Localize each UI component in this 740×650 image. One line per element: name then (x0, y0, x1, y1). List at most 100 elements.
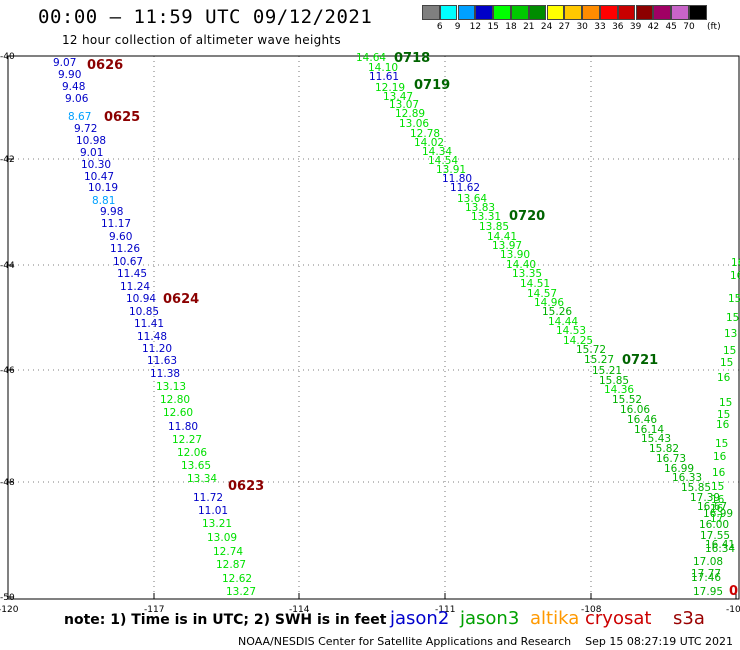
swh-value: 14.51 (520, 278, 550, 290)
swh-value: 16.46 (627, 414, 657, 426)
color-swatch-21 (528, 5, 547, 20)
lon-label: -105 (726, 605, 740, 615)
swh-value: 11.80 (442, 173, 472, 185)
swh-value: 17.39 (690, 492, 720, 504)
color-swatch-15 (493, 5, 511, 20)
swh-value: 16.73 (656, 453, 686, 465)
swh-value: 14.57 (527, 288, 557, 300)
lon-label: -111 (435, 605, 455, 615)
color-swatch-42 (653, 5, 671, 20)
lat-label: -46 (0, 366, 15, 376)
swh-value: 14.53 (556, 325, 586, 337)
swh-value-clipped: 16 (711, 494, 725, 506)
swh-value-clipped: 15 (728, 293, 740, 305)
swh-value: 15.26 (542, 306, 572, 318)
track-edge: 1616151513151516151516151616151616170 (710, 257, 740, 599)
swh-value: 14.25 (563, 335, 593, 347)
map-frame (7, 55, 740, 600)
color-scale-label: 36 (612, 22, 624, 32)
swh-value: 16.00 (699, 519, 729, 531)
swh-value: 9.90 (58, 69, 81, 81)
color-scale-label: 6 (436, 22, 443, 32)
swh-value: 14.36 (604, 384, 634, 396)
swh-value: 14.96 (534, 297, 564, 309)
lat-label: -42 (0, 155, 15, 165)
swh-value: 13.64 (457, 193, 487, 205)
swh-value: 11.26 (110, 243, 140, 255)
color-swatch-70 (689, 5, 707, 20)
swh-value: 13.83 (465, 202, 495, 214)
swh-value: 10.30 (81, 159, 111, 171)
swh-value: 16.41 (705, 539, 735, 551)
swh-value-clipped: 16 (716, 419, 730, 431)
swh-value: 9.01 (80, 147, 103, 159)
swh-value: 13.65 (181, 460, 211, 472)
swh-value: 12.27 (172, 434, 202, 446)
color-swatch-18 (511, 5, 529, 20)
color-scale-label: 30 (576, 22, 588, 32)
swh-value: 16.14 (634, 424, 664, 436)
swh-value-clipped: 16 (710, 503, 724, 515)
swh-value: 9.07 (53, 57, 76, 69)
color-swatch-27 (564, 5, 582, 20)
swh-value: 15.27 (584, 354, 614, 366)
legend-altika: altika (530, 608, 580, 629)
swh-value: 12.87 (216, 559, 246, 571)
swh-value: 12.74 (213, 546, 243, 558)
swh-value: 15.82 (649, 443, 679, 455)
swh-value: 10.94 (126, 293, 156, 305)
swh-value: 10.98 (76, 135, 106, 147)
lat-label: -48 (0, 478, 15, 488)
color-scale-label: 24 (540, 22, 553, 32)
swh-value: 16.34 (705, 543, 735, 555)
swh-value: 10.67 (113, 256, 143, 268)
swh-value-clipped: 17 (710, 513, 723, 525)
lon-label: -120 (0, 605, 19, 615)
swh-value: 14.02 (414, 137, 444, 149)
swh-value: 12.78 (410, 128, 440, 140)
pass-time-label: 0719 (414, 78, 450, 93)
swh-value: 14.44 (548, 316, 578, 328)
pass-time-label: 0625 (104, 110, 140, 125)
swh-value: 9.48 (62, 81, 85, 93)
swh-value: 13.47 (383, 91, 413, 103)
swh-value: 17.08 (693, 556, 723, 568)
color-scale-label: 33 (594, 22, 606, 32)
swh-value: 11.41 (134, 318, 164, 330)
color-scale-label: 42 (647, 22, 660, 32)
pass-time-label: 0 (729, 584, 738, 599)
legend-cryosat: cryosat (585, 608, 652, 629)
color-scale-label: 9 (454, 22, 461, 32)
swh-value: 16.33 (672, 472, 702, 484)
swh-value: 14.10 (368, 62, 398, 74)
legend-jason2: jason2 (390, 608, 450, 629)
pass-time-label: 0721 (622, 353, 658, 368)
swh-value: 13.97 (492, 240, 522, 252)
color-swatch-24 (546, 5, 565, 20)
swh-value: 10.47 (84, 171, 114, 183)
swh-value: 11.24 (120, 281, 150, 293)
pass-time-label: 0720 (509, 209, 545, 224)
color-scale-label: 18 (505, 22, 517, 32)
pass-time-label: 0718 (394, 51, 430, 66)
swh-value: 11.61 (369, 71, 399, 83)
swh-value: 11.38 (150, 368, 180, 380)
swh-value: 12.62 (222, 573, 252, 585)
color-swatch-30 (582, 5, 600, 20)
color-swatch-33 (600, 5, 618, 20)
swh-value: 13.90 (500, 249, 530, 261)
swh-value: 13.13 (156, 381, 186, 393)
lat-label: -40 (0, 52, 15, 62)
swh-value: 9.06 (65, 93, 89, 105)
swh-value: 15.85 (599, 375, 629, 387)
swh-value: 13.06 (399, 118, 429, 130)
credit-line: NOAA/NESDIS Center for Satellite Applica… (238, 635, 734, 648)
swh-value: 11.01 (198, 505, 228, 517)
swh-value: 10.85 (129, 306, 159, 318)
swh-value: 12.60 (163, 407, 193, 419)
color-scale-label: 21 (523, 22, 535, 32)
swh-value-clipped: 16 (717, 372, 731, 384)
swh-value: 12.89 (395, 108, 425, 120)
color-scale-label: 45 (665, 22, 677, 32)
swh-value: 16.99 (664, 463, 694, 475)
